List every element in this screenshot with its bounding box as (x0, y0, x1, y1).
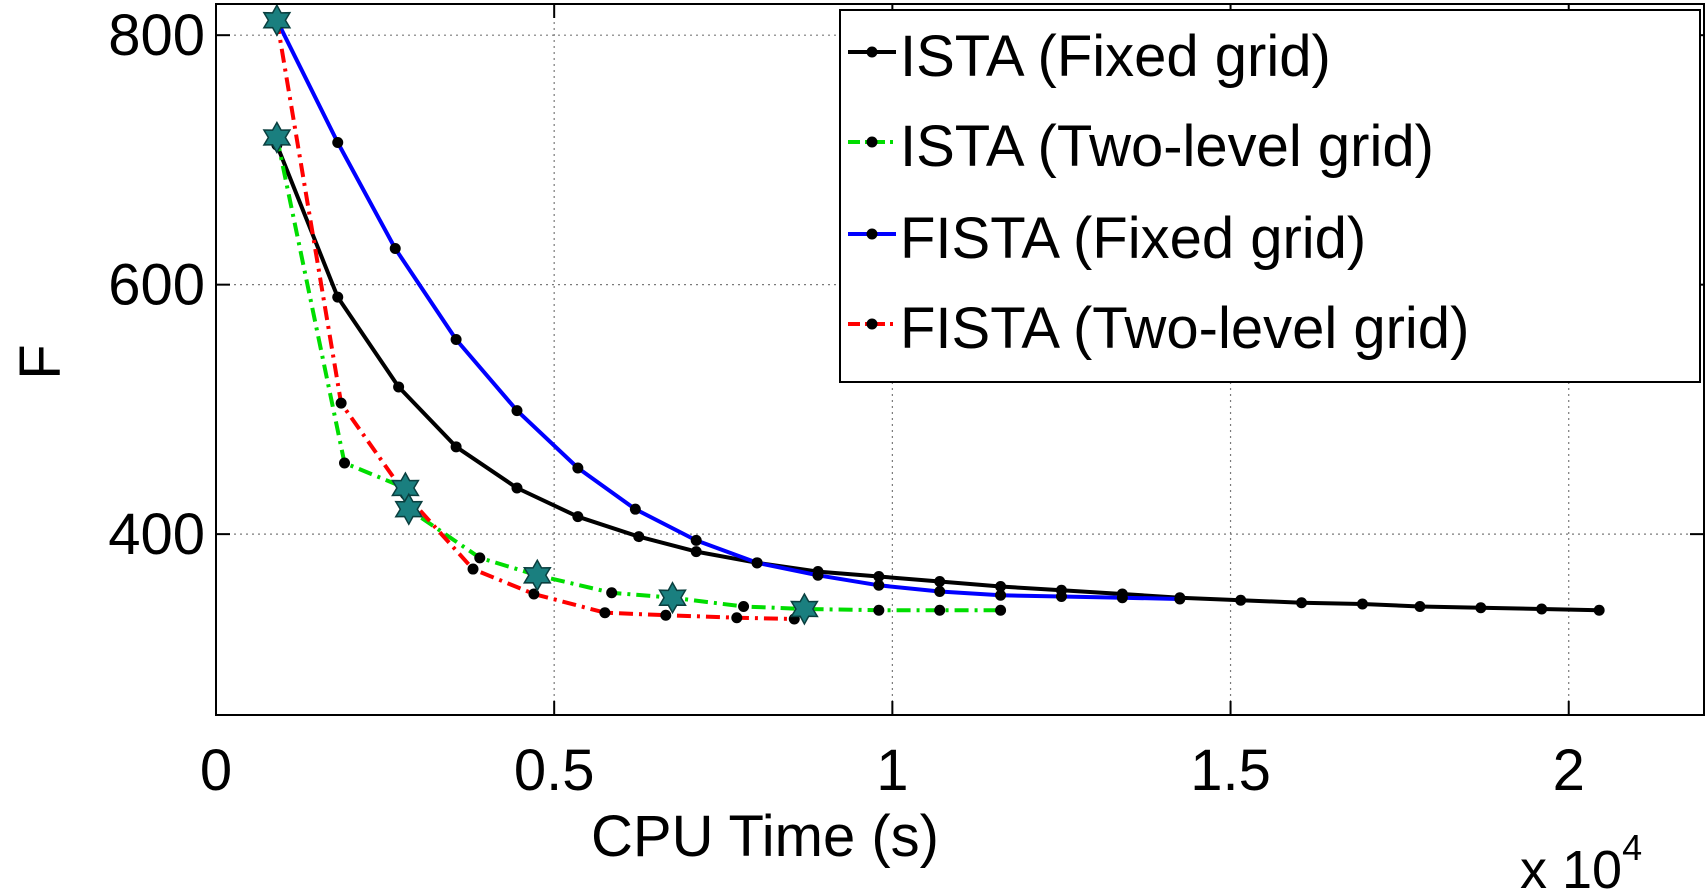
marker-ista-fixed-grid (1296, 597, 1308, 609)
legend: ISTA (Fixed grid) ISTA (Two-level grid) FI… (839, 9, 1701, 383)
legend-label-fista-fixed-grid: FISTA (Fixed grid) (900, 206, 1366, 271)
marker-fista-fixed-grid (690, 534, 702, 546)
y-tick-label: 800 (108, 3, 205, 68)
marker-ista-fixed-grid (1593, 604, 1605, 616)
marker-ista-two-level-grid (474, 552, 486, 564)
marker-ista-fixed-grid (1235, 594, 1247, 606)
line-fista-two-level-grid (274, 19, 795, 621)
marker-fista-two-level-grid (731, 612, 743, 624)
x-tick-label: 2 (1553, 738, 1585, 803)
marker-ista-fixed-grid (511, 482, 523, 494)
marker-fista-fixed-grid (812, 569, 824, 581)
star-marker-fista-fixed-grid (262, 3, 292, 37)
marker-fista-two-level-grid (528, 588, 540, 600)
x-scale-exponent: 4 (1622, 827, 1642, 868)
marker-fista-fixed-grid (995, 589, 1007, 601)
marker-ista-fixed-grid (873, 571, 885, 583)
x-axis-label: CPU Time (s) (591, 804, 939, 869)
legend-label-ista-two-level-grid: ISTA (Two-level grid) (900, 114, 1434, 179)
marker-fista-fixed-grid (450, 334, 462, 346)
marker-fista-fixed-grid (873, 579, 885, 591)
marker-ista-fixed-grid (332, 291, 344, 303)
marker-fista-fixed-grid (629, 503, 641, 515)
legend-label-ista-fixed-grid: ISTA (Fixed grid) (900, 24, 1331, 89)
y-axis-label: F (8, 344, 73, 379)
legend-entry-fista-two-level-grid: FISTA (Two-level grid) (848, 296, 1469, 361)
marker-ista-fixed-grid (393, 381, 405, 393)
x-tick-label: 0.5 (514, 738, 595, 803)
marker-fista-two-level-grid (467, 563, 479, 575)
marker-ista-fixed-grid (1414, 600, 1426, 612)
marker-ista-fixed-grid (633, 531, 645, 543)
star-marker-ista-two-level-grid (522, 558, 552, 592)
legend-entry-ista-two-level-grid: ISTA (Two-level grid) (848, 114, 1434, 179)
line-fista-fixed-grid (275, 19, 1180, 601)
marker-ista-two-level-grid (339, 457, 351, 469)
axes-frame (215, 3, 1705, 716)
axis-ticks: 0 0.5 1 1.5 2 400 600 800 (108, 3, 1704, 803)
marker-ista-two-level-grid (873, 604, 885, 616)
marker-ista-fixed-grid (1356, 598, 1368, 610)
legend-label-fista-two-level-grid: FISTA (Two-level grid) (900, 296, 1469, 361)
marker-ista-fixed-grid (572, 511, 584, 523)
legend-box (839, 9, 1701, 383)
marker-ista-two-level-grid (995, 604, 1007, 616)
marker-fista-two-level-grid (599, 607, 611, 619)
marker-ista-fixed-grid (1536, 603, 1548, 615)
marker-fista-fixed-grid (1055, 591, 1067, 602)
marker-fista-fixed-grid (1174, 593, 1186, 605)
level-switch-markers (262, 3, 819, 626)
marker-fista-fixed-grid (751, 557, 763, 569)
marker-ista-fixed-grid (1475, 602, 1487, 614)
marker-fista-fixed-grid (511, 405, 523, 417)
x-scale-label: x 104 (1520, 827, 1642, 894)
marker-ista-two-level-grid (738, 600, 750, 612)
x-tick-label: 0 (200, 738, 232, 803)
x-tick-label: 1.5 (1190, 738, 1271, 803)
marker-fista-two-level-grid (660, 609, 672, 621)
legend-marker-fista-two-level-grid (866, 318, 878, 330)
star-marker-ista-two-level-grid (790, 592, 819, 626)
star-marker-ista-two-level-grid (658, 581, 687, 615)
legend-entry-ista-fixed-grid: ISTA (Fixed grid) (848, 24, 1331, 89)
marker-ista-two-level-grid (934, 604, 946, 616)
marker-ista-fixed-grid (450, 441, 462, 453)
legend-marker-ista-fixed-grid (866, 46, 878, 58)
marker-fista-fixed-grid (572, 462, 584, 474)
x-tick-label: 1 (876, 738, 908, 803)
marker-fista-fixed-grid (332, 136, 344, 148)
x-scale-base: x 10 (1520, 840, 1622, 894)
marker-ista-fixed-grid (934, 576, 946, 588)
y-tick-label: 600 (108, 253, 205, 318)
marker-fista-fixed-grid (389, 242, 401, 254)
legend-entry-fista-fixed-grid: FISTA (Fixed grid) (848, 206, 1366, 271)
marker-fista-fixed-grid (1116, 592, 1128, 604)
series-ista-fixed-grid (271, 139, 1605, 616)
legend-marker-fista-fixed-grid (866, 228, 878, 240)
plot-area (262, 3, 1605, 626)
star-marker-ista-two-level-grid (262, 120, 292, 155)
marker-ista-two-level-grid (606, 587, 618, 599)
legend-marker-ista-two-level-grid (866, 136, 878, 148)
star-marker-ista-two-level-grid (394, 492, 424, 526)
marker-fista-fixed-grid (934, 586, 946, 598)
marker-fista-two-level-grid (335, 397, 347, 409)
y-tick-label: 400 (108, 502, 205, 567)
marker-ista-fixed-grid (690, 546, 702, 558)
marker-ista-fixed-grid (995, 581, 1007, 593)
